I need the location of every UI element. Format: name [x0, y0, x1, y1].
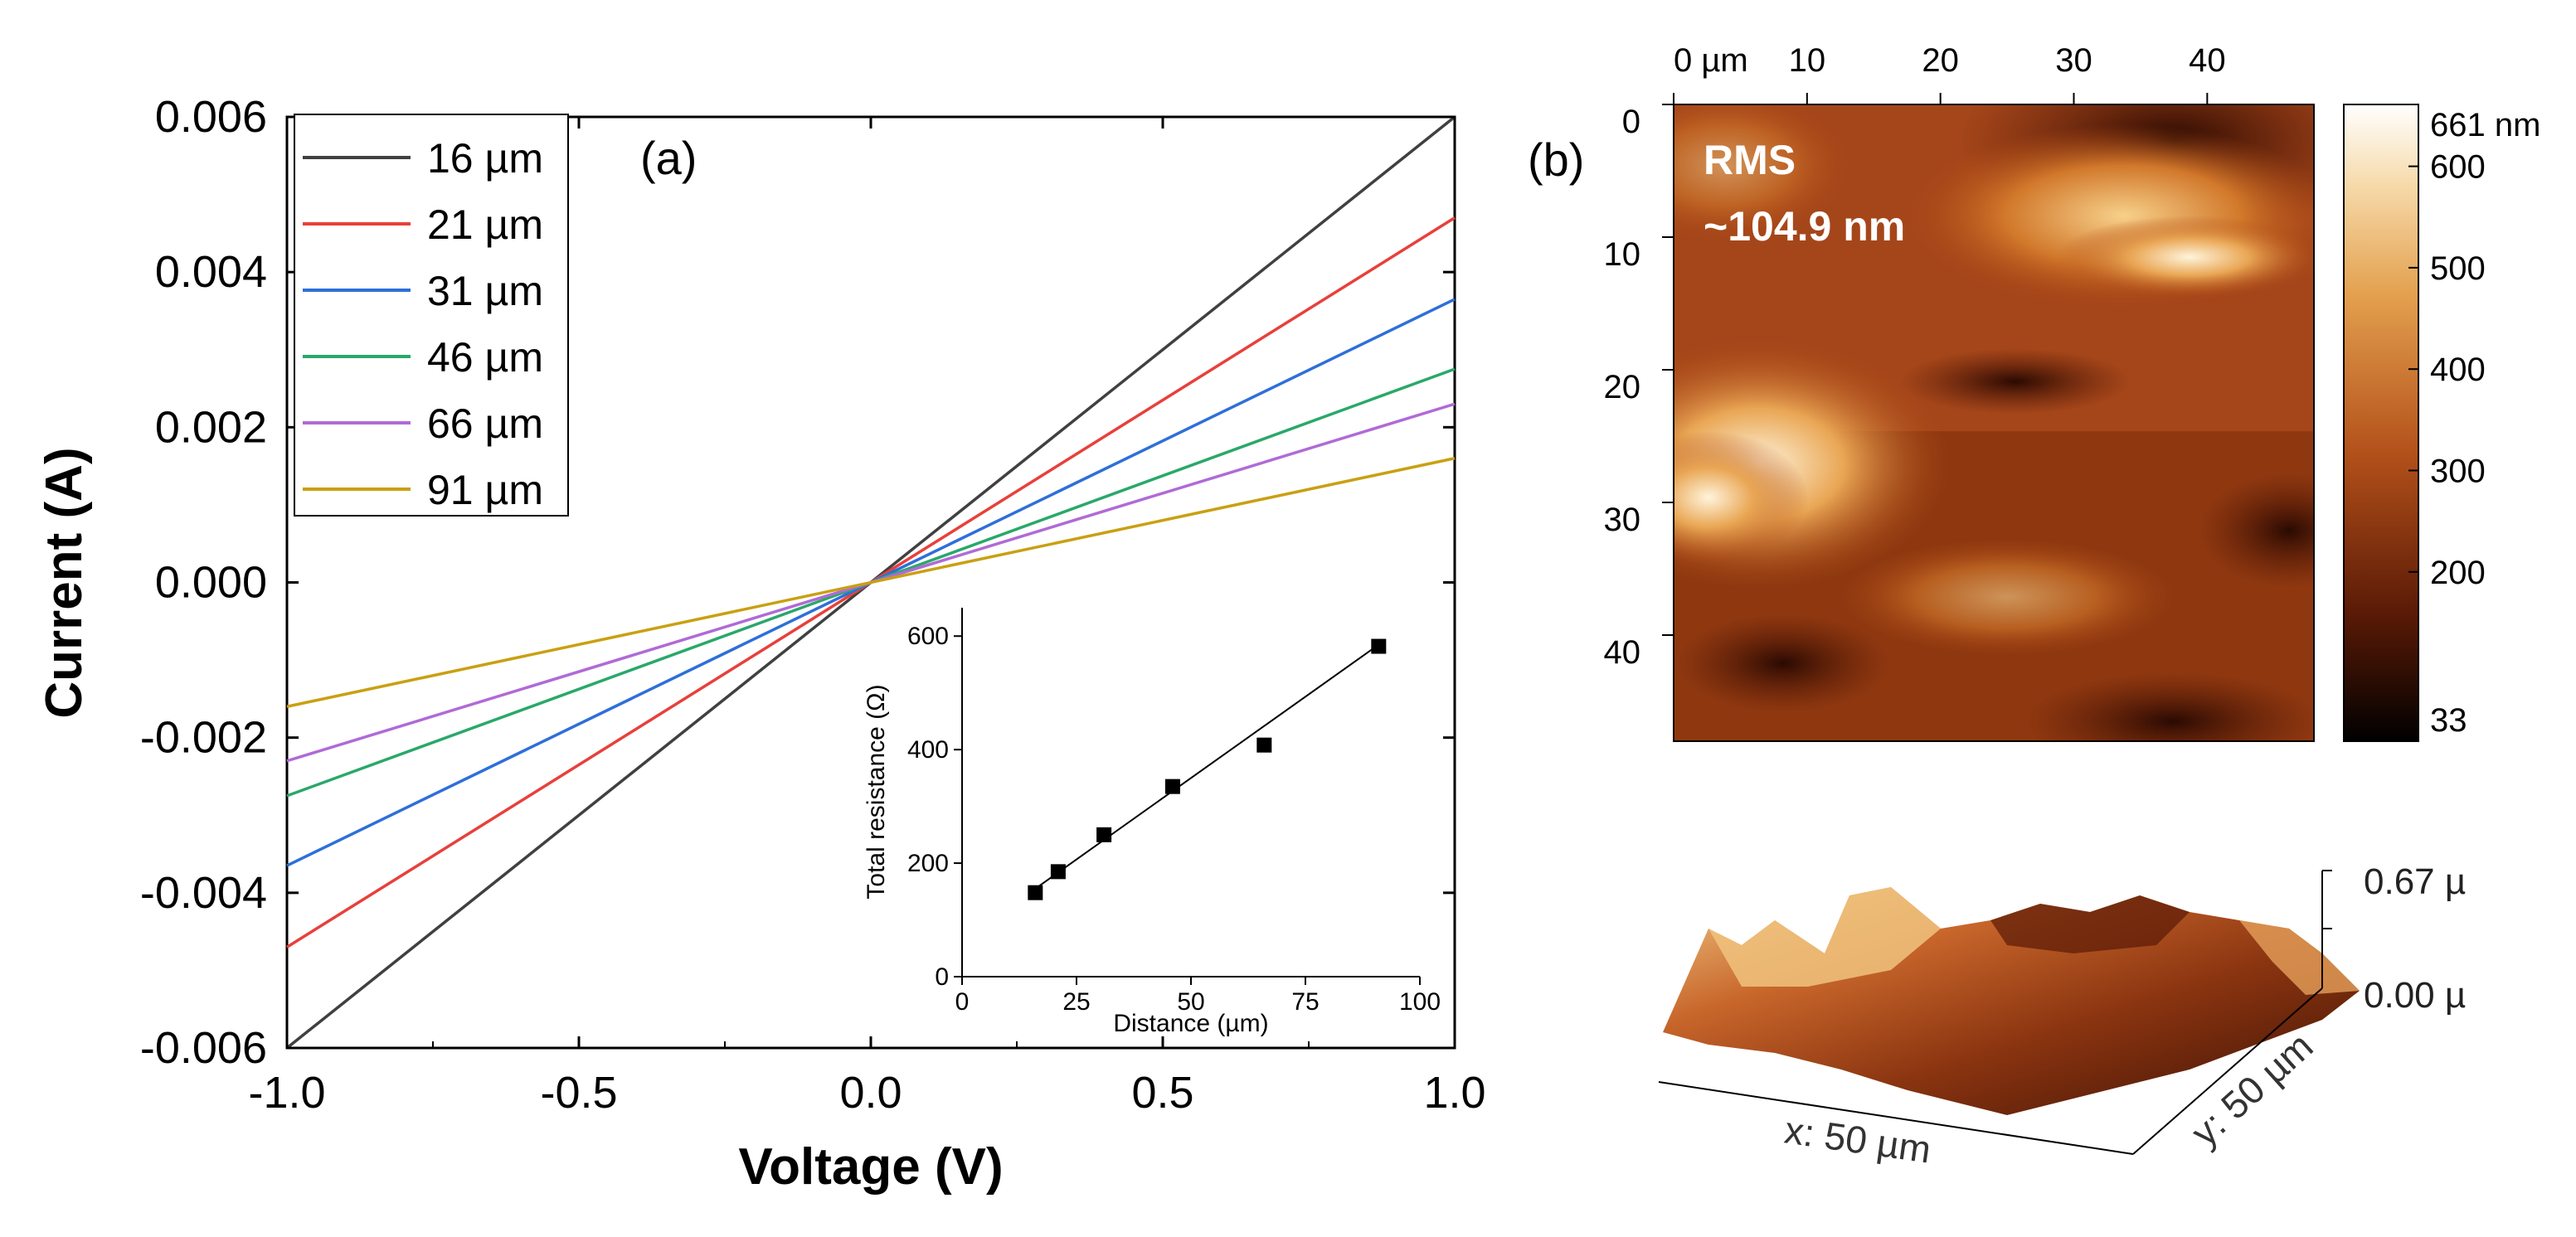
iv-x-ticks: -1.0 -0.5 0.0 0.5 1.0: [248, 117, 1486, 1118]
surface-z-top-label: 0.67 µ: [2364, 861, 2466, 902]
legend-label-3: 46 µm: [427, 334, 543, 381]
inset-x-axis-label: Distance (µm): [1113, 1010, 1268, 1037]
iv-y-tick-label-3: 0.000: [155, 558, 267, 608]
colorbar-ticks: 661 nm 600 500 400 300 200 33: [2408, 104, 2540, 742]
colorbar-tick-label-2: 500: [2430, 250, 2486, 287]
colorbar-tick-label-4: 300: [2430, 453, 2486, 489]
iv-y-tick-label-0: 0.006: [155, 92, 267, 142]
inset-data-point-2: [1096, 827, 1112, 842]
inset-x-tick-label-0: 0: [955, 988, 970, 1016]
inset-data-point-1: [1050, 864, 1066, 880]
iv-x-tick-label-2: 0.0: [839, 1068, 902, 1118]
inset-data-point-0: [1028, 885, 1043, 900]
iv-legend-box: [294, 114, 569, 517]
iv-y-tick-label-2: 0.002: [155, 402, 267, 452]
resistance-inset: 0 25 50 75 100 0 200 400 600 Distance (µm) Total…: [863, 608, 1441, 1037]
afm-y-tick-label-2: 20: [1604, 369, 1641, 405]
iv-y-axis-label: Current (A): [36, 447, 93, 718]
iv-y-tick-label-5: -0.004: [140, 868, 267, 918]
inset-x-tick-label-1: 25: [1062, 988, 1090, 1016]
inset-y-tick-label-1: 200: [907, 850, 949, 877]
afm-x-tick-label-4: 40: [2189, 42, 2226, 79]
inset-y-tick-label-2: 400: [907, 736, 949, 764]
iv-x-tick-label-1: -0.5: [540, 1068, 617, 1118]
afm-y-tick-label-4: 40: [1604, 634, 1641, 671]
afm-x-ticks: 0 µm 10 20 30 40: [1673, 42, 2226, 104]
iv-x-tick-label-3: 0.5: [1131, 1068, 1193, 1118]
iv-x-tick-label-0: -1.0: [248, 1068, 325, 1118]
inset-data-point-3: [1164, 779, 1180, 794]
afm-y-ticks: 0 10 20 30 40: [1604, 104, 1674, 671]
legend-label-2: 31 µm: [427, 268, 543, 314]
inset-y-tick-label-0: 0: [935, 963, 949, 991]
legend-label-0: 16 µm: [427, 135, 543, 182]
iv-y-tick-label-1: 0.004: [155, 247, 267, 297]
inset-background: [962, 608, 1420, 977]
afm-y-tick-label-1: 10: [1604, 236, 1641, 273]
afm-panel: (b) RMS ~104.9 nm 0 µm 10 20 30 40 0 10 20 30 40…: [1528, 42, 2540, 1172]
colorbar-tick-label-6: 33: [2430, 702, 2467, 739]
inset-data-point-4: [1256, 737, 1272, 753]
afm-x-tick-label-3: 30: [2055, 42, 2092, 79]
afm-y-tick-label-3: 30: [1604, 502, 1641, 538]
afm-x-tick-label-0: 0 µm: [1674, 42, 1748, 79]
afm-y-tick-label-0: 0: [1622, 104, 1640, 140]
legend-label-4: 66 µm: [427, 400, 543, 447]
colorbar-tick-label-3: 400: [2430, 352, 2486, 388]
afm-x-tick-label-2: 20: [1922, 42, 1959, 79]
iv-y-tick-label-6: -0.006: [140, 1023, 267, 1073]
inset-marks: [1028, 638, 1387, 900]
iv-series-line-5: [286, 457, 1456, 708]
legend-label-5: 91 µm: [427, 467, 543, 513]
rms-value: ~104.9 nm: [1704, 203, 1905, 250]
afm-map-frame: [1673, 104, 2315, 742]
inset-x-tick-label-3: 75: [1291, 988, 1319, 1016]
surface-x-axis: [1658, 1081, 2134, 1155]
colorbar-tick-label-5: 200: [2430, 555, 2486, 591]
surface-y-axis: [2132, 987, 2323, 1155]
afm-x-tick-label-1: 10: [1789, 42, 1826, 79]
surface-x-label: x: 50 µm: [1782, 1108, 1934, 1171]
inset-x-tick-label-4: 100: [1399, 988, 1441, 1016]
colorbar-tick-label-1: 600: [2430, 149, 2486, 186]
afm-3d-surface: 0.67 µ 0.00 µ x: 50 µm y: 50 µm: [1658, 861, 2466, 1172]
iv-chart: -1.0 -0.5 0.0 0.5 1.0 0.006 0.004 0.002 0.000 -0…: [36, 92, 1486, 1196]
inset-x-tick-label-2: 50: [1177, 988, 1204, 1016]
iv-y-tick-label-4: -0.002: [140, 713, 267, 763]
iv-x-tick-label-4: 1.0: [1423, 1068, 1485, 1118]
inset-data-point-5: [1371, 638, 1387, 654]
iv-legend: 16 µm 21 µm 31 µm 46 µm 66 µm 91 µm: [303, 135, 543, 513]
inset-y-axis-label: Total resistance (Ω): [863, 684, 890, 899]
legend-label-1: 21 µm: [427, 201, 543, 248]
inset-ticks: 0 25 50 75 100 0 200 400 600: [907, 623, 1441, 1016]
iv-series-group: [285, 115, 1456, 1050]
colorbar-tick-label-0: 661 nm: [2430, 107, 2540, 143]
surface-peak-highlight: [1708, 887, 1941, 987]
surface-z-bottom-label: 0.00 µ: [2364, 975, 2466, 1016]
surface-ridge-shadow: [1990, 895, 2190, 953]
afm-height-map: [1674, 104, 2314, 741]
colorbar: [2343, 104, 2419, 742]
panel-a-label: (a): [640, 132, 697, 184]
inset-y-tick-label-3: 600: [907, 623, 949, 650]
rms-label: RMS: [1704, 137, 1796, 183]
panel-b-label: (b): [1528, 133, 1584, 186]
iv-x-axis-label: Voltage (V): [738, 1138, 1003, 1196]
iv-y-ticks: 0.006 0.004 0.002 0.000 -0.002 -0.004 -0.006: [140, 92, 1455, 1073]
surface-edge-highlight: [2239, 920, 2360, 995]
inset-fit-line: [1034, 643, 1379, 890]
